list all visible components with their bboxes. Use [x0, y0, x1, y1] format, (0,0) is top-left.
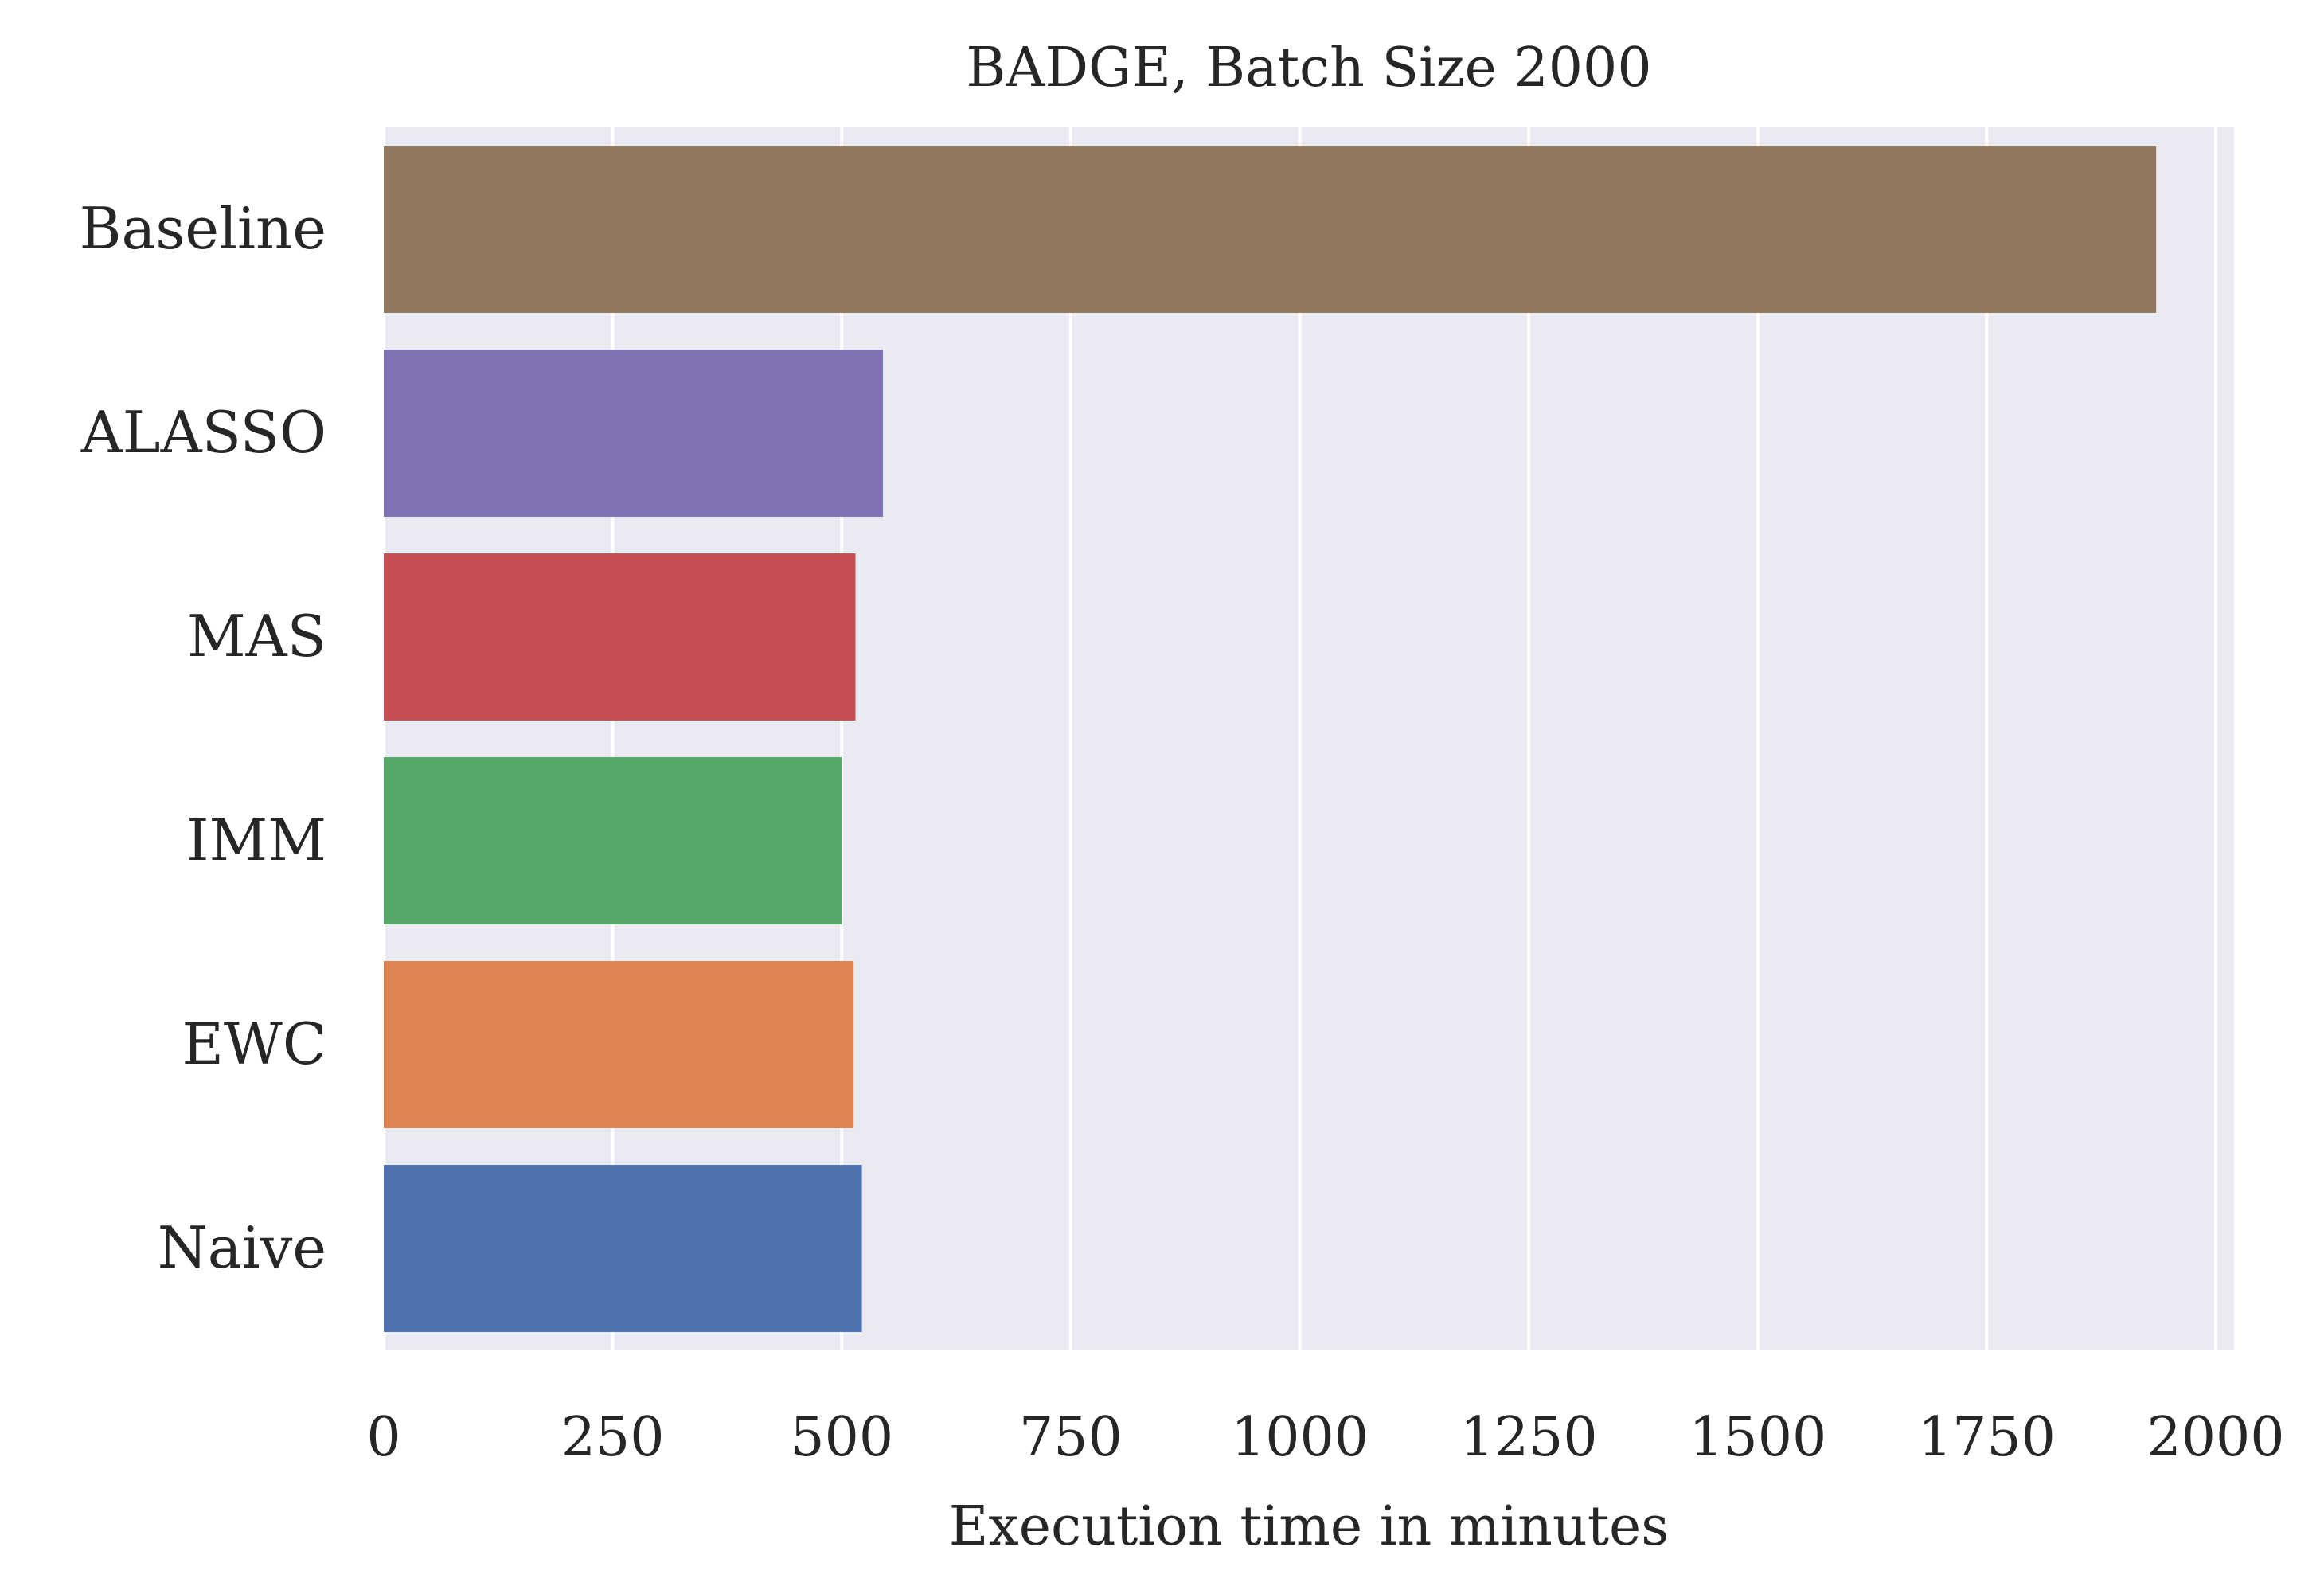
grid-lines: [382, 127, 2217, 1350]
x-tick-label: 0: [366, 1406, 400, 1469]
x-tick-label: 1500: [1689, 1406, 1826, 1469]
bar-mas: [384, 553, 856, 721]
category-label: MAS: [187, 603, 326, 670]
x-tick-label: 1750: [1918, 1406, 2056, 1469]
category-label: EWC: [182, 1010, 326, 1077]
bar-ewc: [384, 961, 854, 1128]
bar-naive: [384, 1165, 862, 1332]
category-label: Baseline: [80, 195, 326, 262]
x-tick-label: 1250: [1460, 1406, 1598, 1469]
x-tick-label: 500: [790, 1406, 893, 1469]
x-axis-label: Execution time in minutes: [949, 1495, 1669, 1558]
category-label: ALASSO: [80, 399, 326, 466]
chart-title: BADGE, Batch Size 2000: [966, 37, 1651, 100]
x-tick-label: 2000: [2146, 1406, 2284, 1469]
category-label: Naive: [158, 1214, 326, 1281]
bar-alasso: [384, 350, 884, 517]
category-label: IMM: [186, 807, 326, 873]
bar-baseline: [384, 146, 2157, 313]
plot-background: [384, 127, 2234, 1350]
x-axis-ticks: 0 250 500 750 1000 1250 1500 1750 2000: [366, 1406, 2284, 1469]
x-tick-label: 250: [561, 1406, 665, 1469]
y-axis-categories: Baseline ALASSO MAS IMM EWC Naive: [80, 195, 326, 1281]
bars: [384, 146, 2157, 1332]
bar-imm: [384, 757, 842, 924]
x-tick-label: 1000: [1231, 1406, 1369, 1469]
x-tick-label: 750: [1019, 1406, 1123, 1469]
